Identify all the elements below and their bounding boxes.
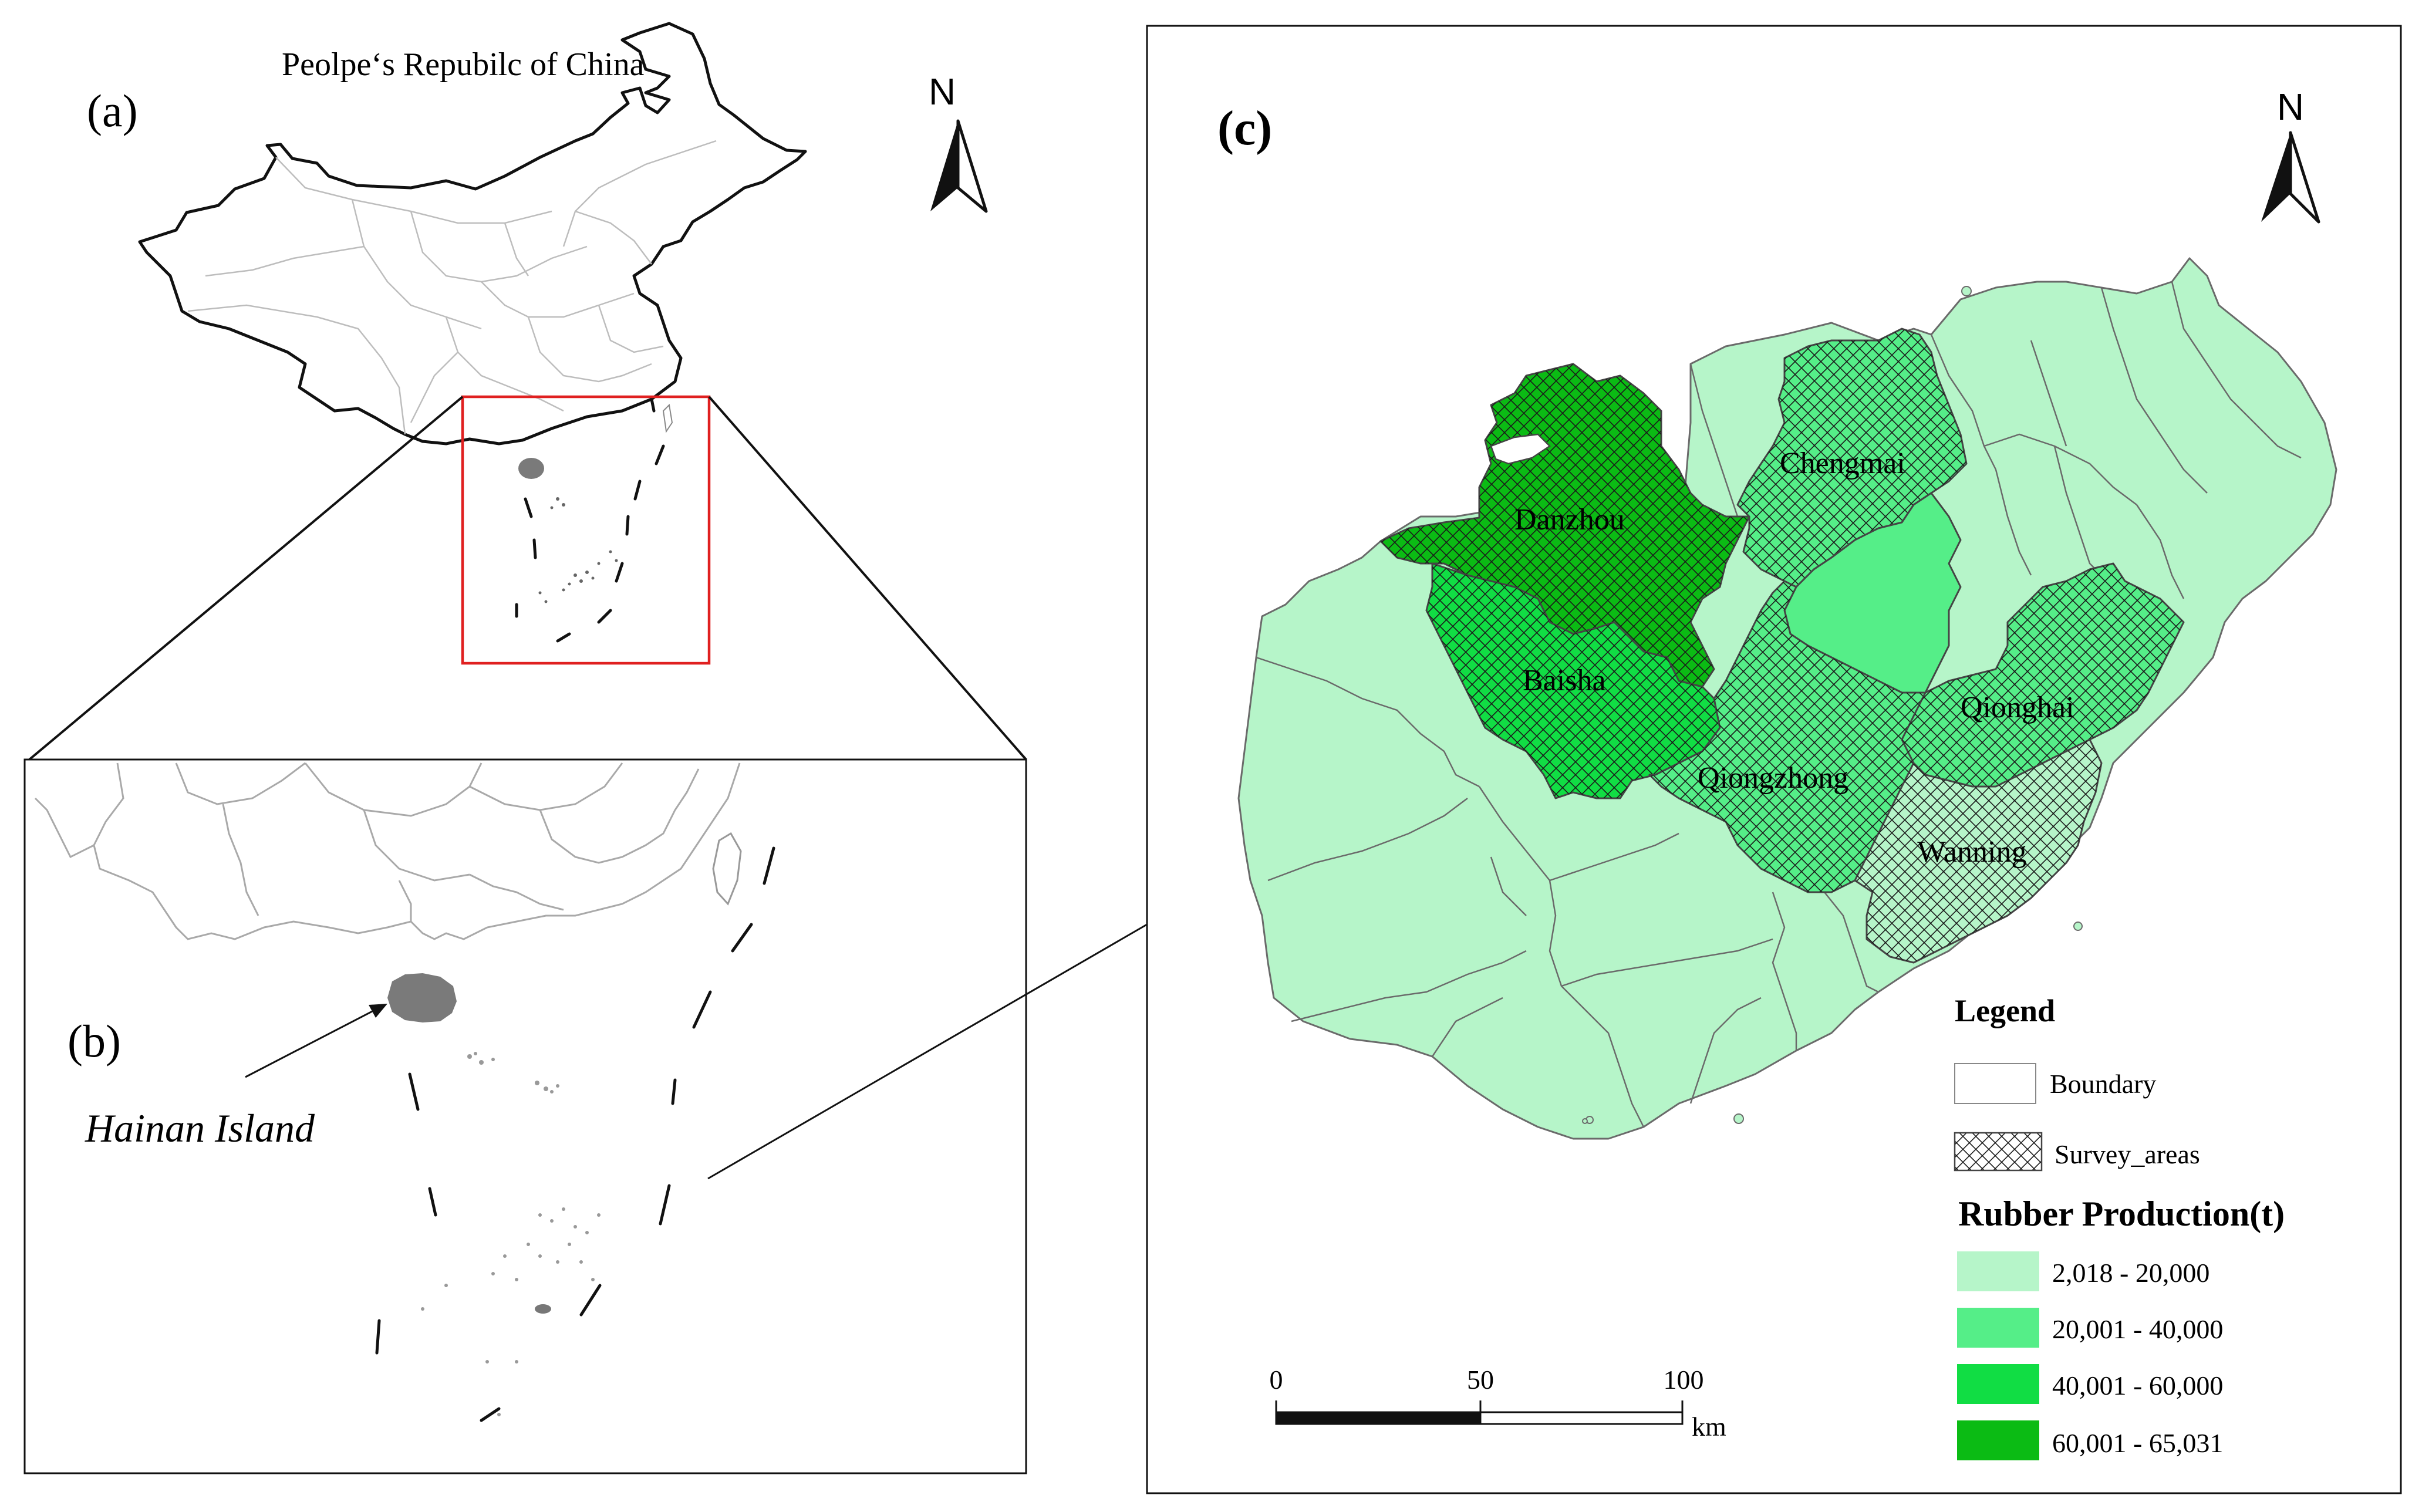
legend-class-4-label: 60,001 - 65,031: [2052, 1428, 2223, 1458]
north-arrow-a: N: [929, 70, 988, 213]
scale-unit: km: [1692, 1412, 1726, 1442]
south-china-sea-dashes-b: [375, 846, 775, 1422]
legend-class-1-swatch: [1957, 1251, 2039, 1291]
panel-c-label: (c): [1217, 101, 1272, 156]
islands-b: [421, 1052, 601, 1416]
region-danzhou-hatch: [1381, 364, 1749, 687]
south-china-sea-dashes-a: [515, 397, 665, 643]
legend-class-3-label: 40,001 - 60,000: [2052, 1371, 2223, 1400]
panel-a-title: Peolpe‘s Repubilc of China: [282, 46, 645, 83]
legend: Legend Boundary Survey_areas Rubber Prod…: [1954, 993, 2285, 1460]
region-wanning-hatch: [1855, 740, 2101, 963]
legend-production-title: Rubber Production(t): [1958, 1194, 2285, 1233]
legend-survey-label: Survey_areas: [2055, 1139, 2200, 1169]
region-baisha-hatch: [1426, 563, 1720, 798]
legend-boundary-label: Boundary: [2050, 1069, 2156, 1099]
scale-black-segment: [1275, 1411, 1482, 1425]
south-china-lines: [34, 762, 741, 940]
scale-tick-100: 100: [1664, 1365, 1704, 1395]
scale-bar: 0 50 100 km: [1270, 1365, 1727, 1442]
hainan-arrow-line: [245, 1008, 376, 1078]
north-label-c: N: [2277, 86, 2304, 128]
north-arrow-c: N: [2261, 86, 2320, 224]
label-danzhou: Danzhou: [1514, 503, 1625, 536]
legend-class-2-swatch: [1957, 1308, 2039, 1348]
inset-box: [461, 395, 711, 665]
label-wanning: Wanning: [1917, 835, 2026, 869]
hainan-callout: Hainan Island: [85, 1106, 315, 1150]
scale-white-segment: [1479, 1411, 1684, 1425]
legend-boundary-swatch: [1954, 1063, 2036, 1104]
label-chengmai: Chengmai: [1780, 447, 1905, 480]
hainan-arrow-head: [369, 1004, 387, 1018]
panel-a: (a) Peolpe‘s Repubilc of China: [28, 22, 1027, 761]
label-baisha: Baisha: [1523, 664, 1606, 697]
legend-class-1-label: 2,018 - 20,000: [2052, 1258, 2209, 1288]
panel-a-label: (a): [87, 85, 138, 136]
taiwan-a: [662, 403, 673, 433]
scale-tick-50: 50: [1467, 1365, 1494, 1395]
panel-b-frame: [23, 758, 1027, 1474]
panel-b-label: (b): [68, 1015, 121, 1066]
islands-a: [538, 497, 618, 603]
hainan-small: [518, 458, 544, 479]
hainan-large: [387, 973, 457, 1022]
region-chengmai-hatch: [1738, 329, 1966, 587]
region-qiongzhong-hatch: [1649, 581, 1925, 892]
legend-class-2-label: 20,001 - 40,000: [2052, 1314, 2223, 1344]
china-provinces: [187, 140, 717, 435]
panel-c: (c) N: [1146, 25, 2402, 1494]
north-label-a: N: [929, 70, 956, 113]
legend-title: Legend: [1955, 993, 2055, 1028]
legend-class-4-swatch: [1957, 1420, 2039, 1460]
legend-class-3-swatch: [1957, 1364, 2039, 1404]
county-boundaries: [1256, 281, 2302, 1128]
panel-b: (b) Hainan Island: [23, 758, 1255, 1474]
region-qionghai-hatch: [1902, 563, 2184, 787]
connector-right: [708, 396, 1027, 761]
china-outline: [138, 22, 807, 446]
danzhou-bay: [1490, 433, 1551, 465]
legend-survey-swatch: [1954, 1132, 2043, 1172]
connector-left: [28, 396, 464, 761]
coastal-islets: [1582, 286, 2083, 1124]
scale-tick-0: 0: [1270, 1365, 1283, 1395]
label-qionghai: Qionghai: [1961, 691, 2074, 724]
islands-b-cluster: [535, 1304, 551, 1314]
label-qiongzhong: Qiongzhong: [1698, 761, 1848, 795]
taiwan-b: [712, 832, 742, 906]
